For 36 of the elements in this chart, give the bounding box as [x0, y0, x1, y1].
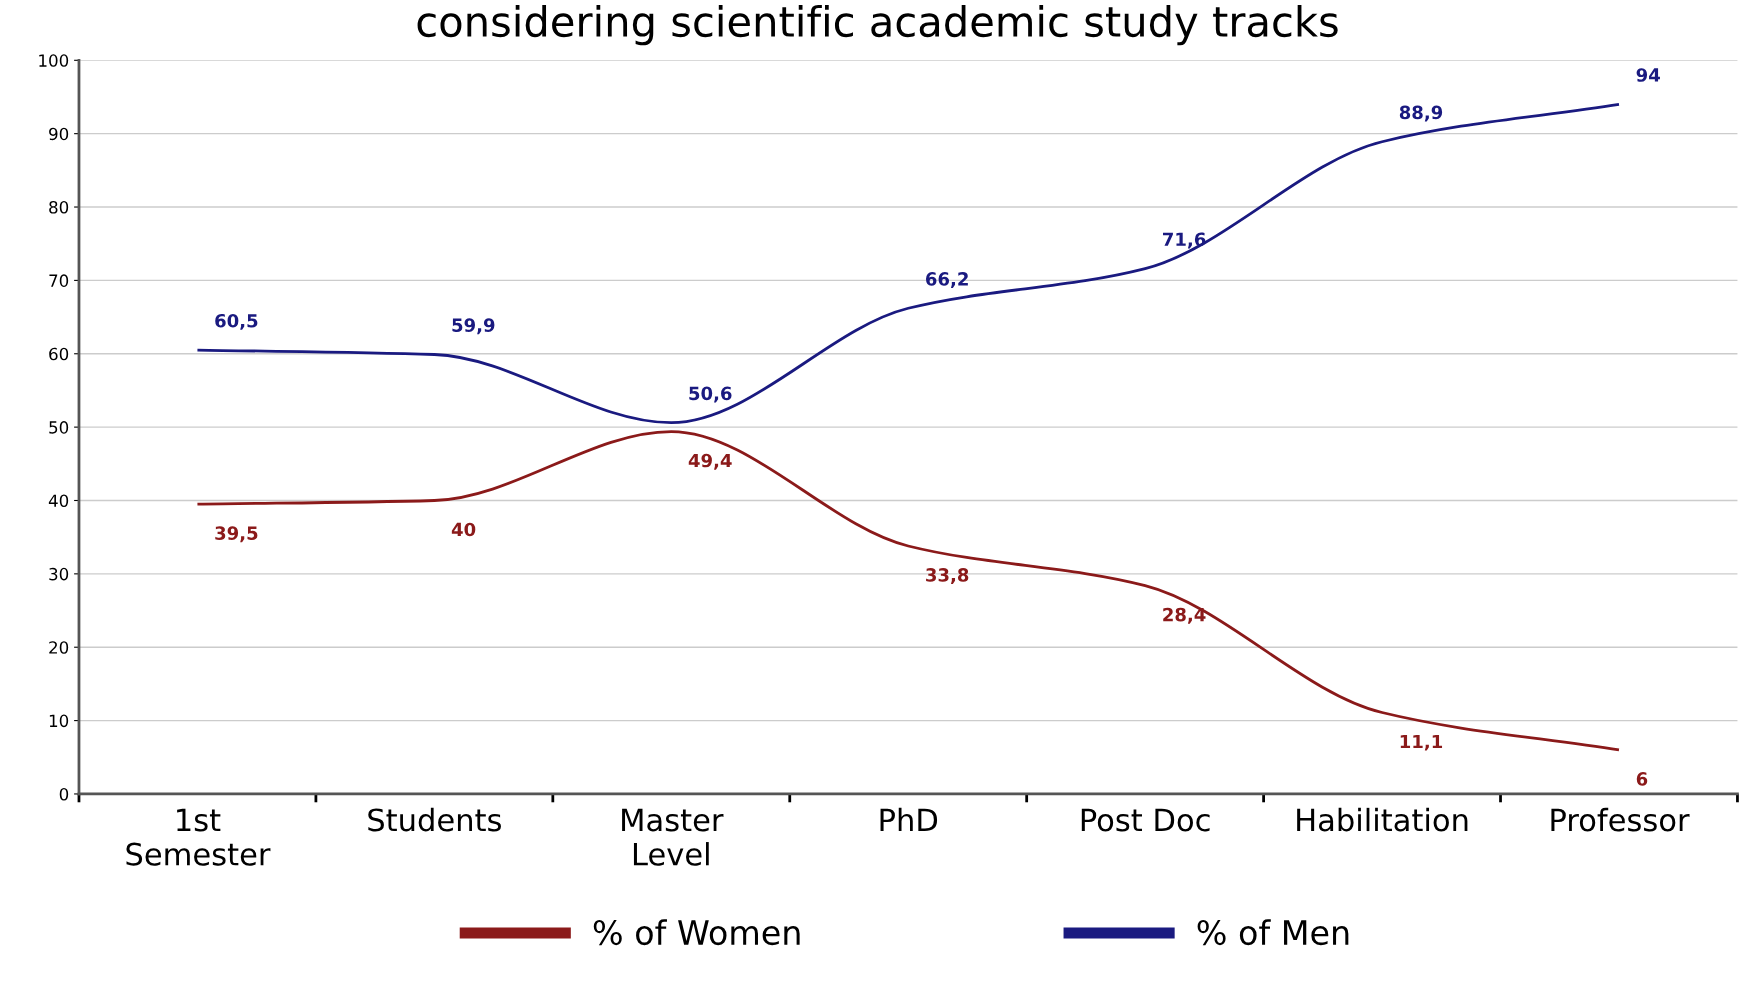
- y-tick-label: 100: [39, 54, 69, 67]
- y-tick-label: 50: [49, 421, 69, 434]
- x-tick-label: Habilitation: [1297, 807, 1468, 832]
- x-tick-label: Post Doc: [1081, 808, 1210, 832]
- line-series: [196, 102, 1621, 425]
- data-label: 66,2: [926, 272, 968, 289]
- x-tick-label: 1st Semester: [126, 808, 271, 866]
- data-label: 6: [1636, 772, 1648, 786]
- y-tick-label: 60: [49, 347, 69, 361]
- y-tick-label: 70: [49, 274, 69, 287]
- y-tick-label: 10: [49, 714, 69, 728]
- data-label: 59,9: [452, 318, 495, 335]
- data-label: 28,4: [1163, 607, 1206, 624]
- data-label: 94: [1636, 68, 1660, 82]
- y-tick-label: 30: [49, 567, 69, 581]
- y-tick-label: 40: [48, 494, 69, 508]
- x-tick-label: Students: [368, 807, 501, 832]
- legend-label: % of Women: [593, 919, 800, 946]
- chart-title: considering scientific academic study tracks: [417, 4, 1338, 46]
- data-label: 39,5: [215, 526, 258, 543]
- y-tick-label: 20: [49, 641, 69, 654]
- data-label: 88,9: [1399, 105, 1443, 122]
- x-tick-label: Professor: [1551, 807, 1690, 832]
- data-label: 49,4: [688, 453, 732, 470]
- data-label: 50,6: [689, 386, 732, 403]
- x-tick-label: Master Level: [622, 808, 724, 866]
- data-label: 40: [451, 522, 476, 537]
- y-tick-label: 80: [49, 200, 69, 214]
- x-tick-label: PhD: [880, 807, 938, 832]
- data-label: 33,8: [926, 568, 969, 585]
- data-label: 11,1: [1400, 734, 1443, 751]
- legend-label: % of Men: [1197, 919, 1349, 946]
- y-tick-label: 90: [49, 127, 69, 141]
- line-series: [196, 430, 1621, 752]
- y-tick-label: 0: [59, 787, 69, 801]
- data-label: 60,5: [215, 313, 258, 330]
